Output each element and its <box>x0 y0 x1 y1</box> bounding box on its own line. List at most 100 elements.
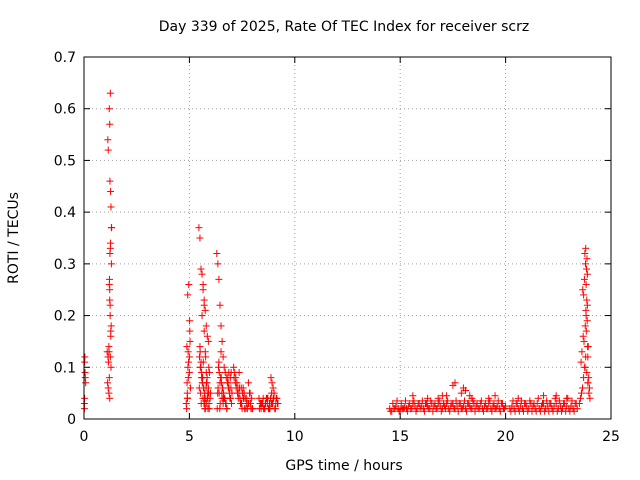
data-point <box>586 394 594 402</box>
data-point <box>475 405 483 413</box>
data-point <box>230 363 238 371</box>
data-point <box>387 407 395 415</box>
data-point <box>456 399 464 407</box>
data-point <box>204 337 212 345</box>
data-point <box>263 394 271 402</box>
data-point <box>585 389 593 397</box>
data-point <box>195 224 203 232</box>
data-point <box>423 399 431 407</box>
data-point <box>225 368 233 376</box>
data-point <box>431 399 439 407</box>
x-tick-label: 5 <box>185 429 194 445</box>
data-point <box>583 368 591 376</box>
data-point <box>105 105 113 113</box>
data-point <box>583 255 591 263</box>
data-point <box>581 363 589 371</box>
x-axis-label: GPS time / hours <box>285 458 402 474</box>
x-tick-label: 10 <box>286 429 304 445</box>
y-tick-label: 0.7 <box>54 50 76 66</box>
data-point <box>460 397 468 405</box>
data-point <box>221 399 229 407</box>
data-point <box>438 392 446 400</box>
data-point <box>581 250 589 258</box>
data-point <box>458 405 466 413</box>
data-point <box>106 312 114 320</box>
data-point <box>106 89 114 97</box>
data-point <box>269 384 277 392</box>
data-point <box>106 394 114 402</box>
data-point <box>242 405 250 413</box>
data-point <box>467 405 475 413</box>
data-point <box>397 399 405 407</box>
data-point <box>454 407 462 415</box>
data-point <box>451 379 459 387</box>
data-point <box>197 265 205 273</box>
data-point <box>582 306 590 314</box>
data-point <box>433 405 441 413</box>
y-axis-label: ROTI / TECUs <box>6 192 22 284</box>
data-point <box>490 399 498 407</box>
data-point <box>265 405 273 413</box>
data-point <box>107 260 115 268</box>
data-point <box>270 389 278 397</box>
data-point <box>509 397 517 405</box>
data-point <box>457 389 465 397</box>
data-point <box>248 405 256 413</box>
data-point <box>462 387 470 395</box>
data-point <box>233 389 241 397</box>
data-point <box>107 239 115 247</box>
data-point <box>218 384 226 392</box>
data-point <box>107 203 115 211</box>
data-point <box>259 399 267 407</box>
grid <box>84 57 611 419</box>
data-point <box>216 301 224 309</box>
data-point <box>579 286 587 294</box>
data-point <box>583 265 591 273</box>
data-point <box>468 394 476 402</box>
data-point <box>107 332 115 340</box>
data-point <box>244 379 252 387</box>
data-point <box>107 322 115 330</box>
data-point <box>442 405 450 413</box>
data-point <box>267 399 275 407</box>
data-point <box>412 407 420 415</box>
data-point <box>200 384 208 392</box>
data-point <box>219 394 227 402</box>
data-point <box>543 397 551 405</box>
data-point <box>217 374 225 382</box>
data-point <box>582 327 590 335</box>
data-point <box>183 405 191 413</box>
data-point <box>185 358 193 366</box>
data-point <box>186 327 194 335</box>
data-point <box>215 358 223 366</box>
x-tick-label: 0 <box>80 429 89 445</box>
data-point <box>491 392 499 400</box>
x-tick-label: 25 <box>602 429 620 445</box>
data-point <box>522 399 530 407</box>
data-point <box>108 224 116 232</box>
data-point <box>199 358 207 366</box>
data-point <box>580 275 588 283</box>
data-point <box>107 187 115 195</box>
data-point <box>395 407 403 415</box>
data-point <box>105 348 113 356</box>
data-point <box>82 379 90 387</box>
data-point <box>106 275 114 283</box>
data-point <box>570 407 578 415</box>
data-point <box>482 399 490 407</box>
data-point <box>496 407 504 415</box>
data-point <box>267 374 275 382</box>
data-point <box>514 394 522 402</box>
data-point <box>401 397 409 405</box>
data-point <box>215 275 223 283</box>
y-tick-label: 0.1 <box>54 360 76 376</box>
data-point <box>578 348 586 356</box>
data-point <box>107 363 115 371</box>
data-point <box>408 405 416 413</box>
data-point <box>201 306 209 314</box>
data-point <box>104 384 112 392</box>
data-point <box>498 399 506 407</box>
data-point <box>393 397 401 405</box>
data-point <box>201 399 209 407</box>
